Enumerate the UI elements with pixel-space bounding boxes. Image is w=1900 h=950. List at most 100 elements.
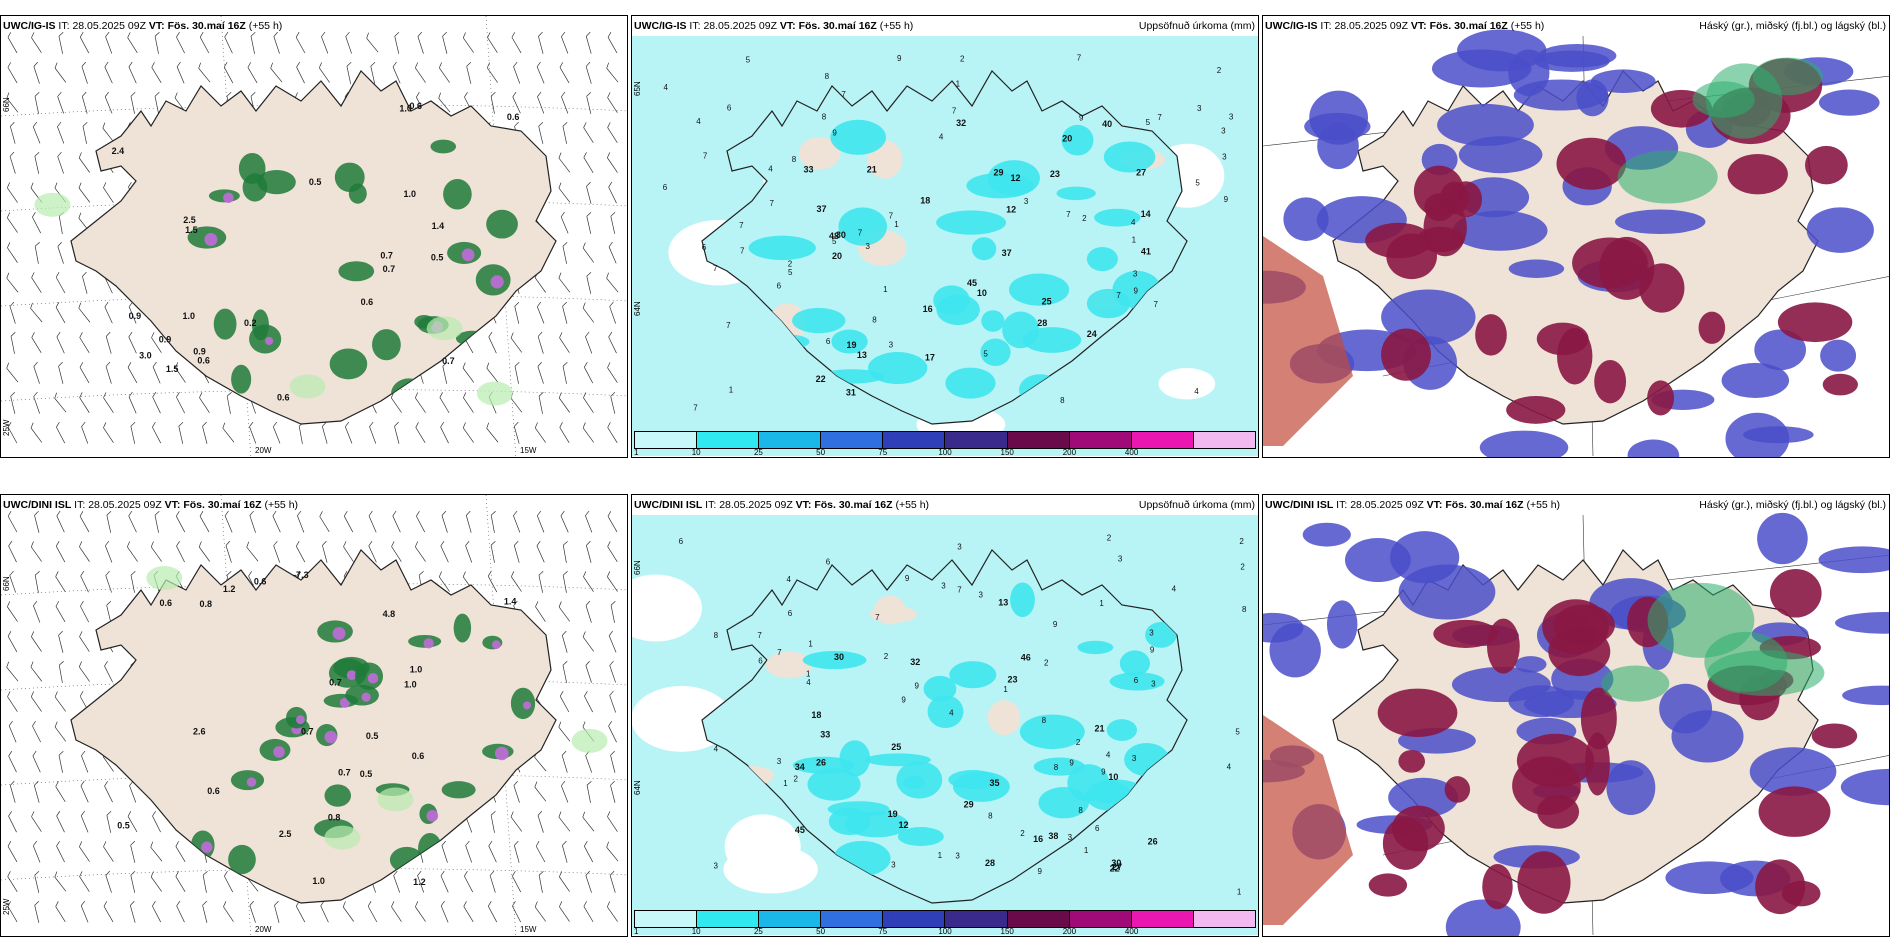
lon-label: 20W [255, 446, 272, 455]
legend-tick: 400 [1124, 448, 1139, 457]
svg-text:5: 5 [983, 349, 988, 358]
lat-label: 66N [2, 97, 11, 112]
precip-value-label: 1.2 [223, 584, 236, 594]
legend-tick: 1 [634, 927, 639, 936]
svg-text:3: 3 [777, 757, 782, 766]
svg-text:3: 3 [889, 341, 894, 350]
svg-text:4: 4 [1172, 585, 1177, 594]
legend-ticks: 1 10 25 50 75 100 150 200 400 [634, 927, 1256, 936]
svg-text:2: 2 [884, 652, 889, 661]
precip-value-label: 0.6 [207, 786, 220, 796]
legend-tick: 50 [816, 448, 826, 457]
precip-value-label: 37 [1002, 248, 1012, 258]
precip-value-label: 1.0 [183, 311, 196, 321]
precip-value-label: 0.5 [309, 177, 322, 187]
legend-tick: 400 [1124, 927, 1139, 936]
precip-value-label: 32 [956, 118, 966, 128]
svg-text:8: 8 [714, 631, 719, 640]
legend-tick: 150 [1000, 927, 1014, 936]
legend-swatch [1069, 911, 1132, 927]
svg-text:3: 3 [1024, 197, 1029, 206]
svg-text:1: 1 [1084, 846, 1089, 855]
precip-value-label: 0.5 [366, 731, 379, 741]
wind-map: 0.5 0.6 0.7 0.5 0.8 0.7 0.6 0.8 1.2 1.2 1.0 0.6 1.4 -… [1, 495, 627, 936]
svg-text:3: 3 [1132, 754, 1137, 763]
panel-subtitle: Uppsöfnuð úrkoma (mm) [1138, 499, 1255, 511]
precip-value-label: 0.5 [431, 253, 444, 263]
precip-value-label: 32 [910, 657, 920, 667]
precip-value-label: 40 [1102, 119, 1112, 129]
lon-label: 15W [520, 925, 537, 934]
svg-text:9: 9 [1101, 767, 1106, 776]
legend-tick: 1 [634, 448, 639, 457]
panel-wind-top: UWC/IG-IS IT: 28.05.2025 09Z VT: Fös. 30… [0, 15, 628, 458]
precip-value-label: 1.0 [399, 103, 412, 113]
precip-value-label: 28 [985, 858, 995, 868]
precip-value-label: 1.0 [410, 665, 423, 675]
svg-text:8: 8 [825, 72, 830, 81]
svg-text:1: 1 [1003, 685, 1008, 694]
svg-text:8: 8 [1060, 396, 1065, 405]
svg-text:6: 6 [679, 537, 684, 546]
legend-tick: 10 [691, 927, 701, 936]
svg-text:5: 5 [1195, 178, 1200, 187]
svg-text:9: 9 [1134, 286, 1139, 295]
precip-value-label: 21 [1094, 724, 1104, 734]
svg-text:7: 7 [740, 246, 745, 255]
precip-value-label: 0.5 [360, 769, 373, 779]
svg-text:3: 3 [1229, 113, 1234, 122]
panel-wind-bottom: UWC/DINI ISL IT: 28.05.2025 09Z VT: Fös.… [0, 494, 628, 937]
panel-title: UWC/IG-IS IT: 28.05.2025 09Z VT: Fös. 30… [1265, 20, 1545, 32]
precip-value-label: 22 [1110, 863, 1120, 873]
svg-text:7: 7 [875, 613, 880, 622]
precip-value-label: 1.4 [504, 597, 517, 607]
precip-value-label: 0.8 [328, 813, 341, 823]
legend-tick: 150 [1000, 448, 1014, 457]
svg-text:1: 1 [729, 386, 734, 395]
panel-title: UWC/DINI ISL IT: 28.05.2025 09Z VT: Fös.… [3, 499, 299, 511]
svg-text:4: 4 [1106, 751, 1111, 760]
lat-label: 25W [2, 898, 11, 915]
precip-legend [634, 910, 1256, 928]
svg-text:4: 4 [663, 83, 668, 92]
precip-value-label: 0.9 [159, 335, 172, 345]
precip-value-label: 20 [1062, 133, 1072, 143]
svg-text:2: 2 [788, 259, 793, 268]
svg-text:6: 6 [826, 558, 831, 567]
precip-value-label: 37 [816, 204, 826, 214]
svg-text:6: 6 [727, 104, 732, 113]
panel-subtitle: Háský (gr.), miðský (fj.bl.) og lágský (… [1699, 499, 1886, 511]
svg-text:7: 7 [769, 199, 774, 208]
precip-value-label: 2.4 [112, 146, 125, 156]
wind-map: 0.60.71.01.50.90.71.00.60.90.60.20.61.51… [1, 16, 627, 457]
svg-text:6: 6 [1134, 676, 1139, 685]
precip-value-label: 14 [1141, 209, 1151, 219]
precip-value-label: 26 [1148, 836, 1158, 846]
precip-value-label: 41 [1141, 247, 1151, 257]
svg-text:3: 3 [1151, 680, 1156, 689]
legend-swatch [1131, 911, 1194, 927]
svg-text:2: 2 [1107, 533, 1112, 542]
precip-value-label: 4.8 [383, 609, 396, 619]
precip-value-label: 10 [977, 288, 987, 298]
svg-text:8: 8 [792, 155, 797, 164]
precip-value-label: 46 [1021, 653, 1031, 663]
svg-text:3: 3 [978, 590, 983, 599]
precip-map: 2114623642434189933416532722129837496931… [632, 515, 1258, 935]
precip-value-label: 0.5 [117, 820, 130, 830]
lat-label: 64N [633, 301, 642, 316]
svg-text:3: 3 [1222, 152, 1227, 161]
precip-value-label: 38 [1048, 831, 1058, 841]
svg-text:7: 7 [739, 221, 744, 230]
panel-title: UWC/DINI ISL IT: 28.05.2025 09Z VT: Fös.… [1265, 499, 1561, 511]
precip-value-label: 0.8 [200, 599, 213, 609]
svg-text:9: 9 [905, 574, 910, 583]
precip-value-label: 27 [1136, 168, 1146, 178]
precip-value-label: 1.5 [185, 225, 198, 235]
precip-value-label: 1.2 [413, 877, 426, 887]
precip-value-label: 0.6 [254, 576, 267, 586]
legend-swatch [883, 432, 946, 448]
precip-value-label: 3.0 [139, 351, 152, 361]
precip-value-label: 0.6 [361, 297, 374, 307]
legend-swatch [945, 432, 1008, 448]
